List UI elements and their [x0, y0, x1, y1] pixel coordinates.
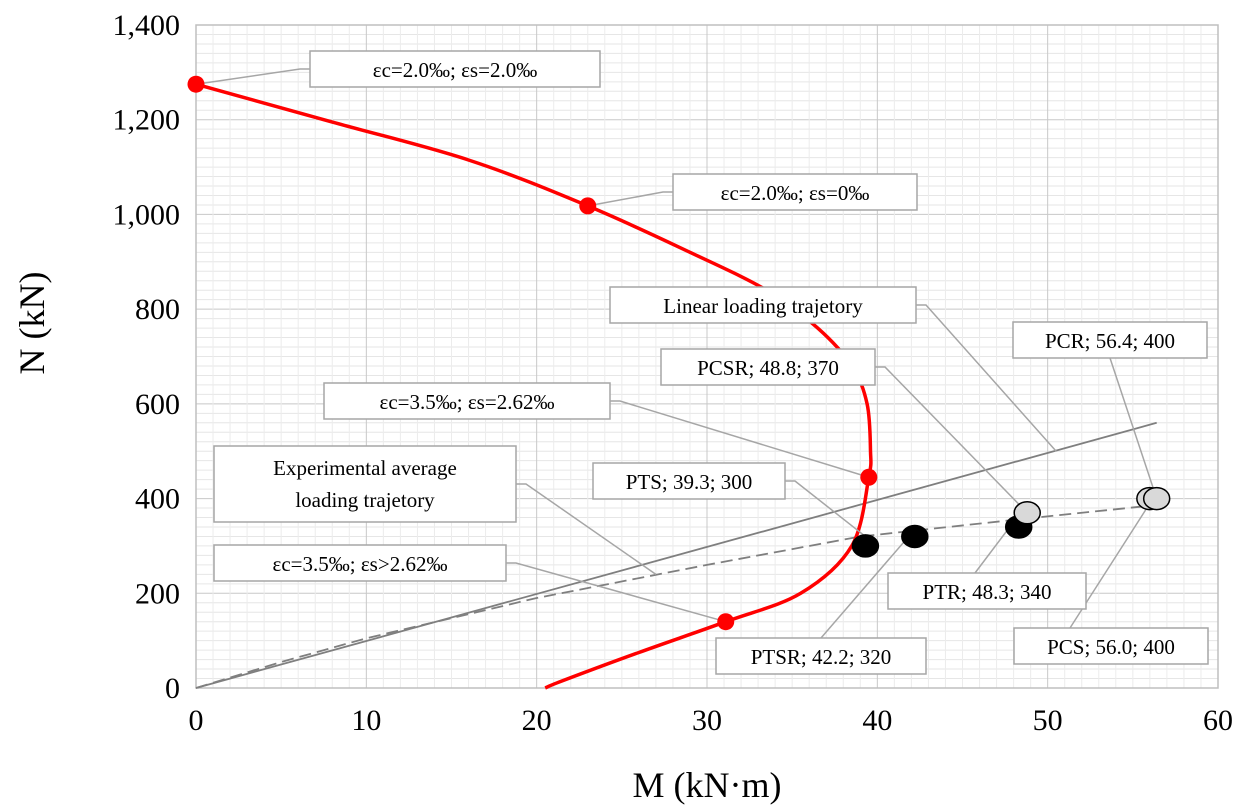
leader-ptsr — [820, 528, 916, 639]
callout-eps3-text: εc=3.5‰; εs=2.62‰ — [380, 390, 555, 414]
x-tick-label: 60 — [1203, 704, 1233, 737]
leader-eps3 — [610, 400, 870, 478]
specimen-marker — [1013, 501, 1041, 525]
markers — [187, 75, 1171, 631]
x-tick-label: 40 — [862, 704, 892, 737]
callout-exp: Experimental average loading trajetory — [213, 445, 517, 523]
y-tick-label: 400 — [135, 483, 180, 516]
callout-eps4-text: εc=3.5‰; εs>2.62‰ — [273, 552, 448, 576]
callout-exp-line2: loading trajetory — [295, 488, 435, 512]
y-tick-label: 1,200 — [113, 104, 181, 137]
x-tick-label: 0 — [189, 704, 204, 737]
callout-linear-text: Linear loading trajetory — [663, 294, 863, 318]
callout-eps1: εc=2.0‰; εs=2.0‰ — [309, 50, 601, 88]
axis-ticks: 0 10 20 30 40 50 6002004006008001,0001,2001,40… — [113, 9, 1234, 737]
leader-pcsr — [875, 366, 1028, 514]
linear-loading-line — [195, 421, 1157, 689]
y-tick-label: 200 — [135, 577, 180, 610]
callout-exp-line1: Experimental average — [273, 456, 457, 480]
plot-area-border — [195, 24, 1219, 689]
strain-point-marker — [860, 468, 878, 486]
callout-pcs: PCS; 56.0; 400 — [1013, 627, 1209, 665]
callout-pts: PTS; 39.3; 300 — [592, 462, 786, 500]
specimen-marker — [1142, 486, 1171, 511]
strain-point-marker — [717, 613, 735, 631]
callout-pcsr-text: PCSR; 48.8; 370 — [697, 356, 839, 380]
callout-pcs-text: PCS; 56.0; 400 — [1047, 635, 1175, 659]
callout-linear: Linear loading trajetory — [609, 286, 917, 324]
callout-ptr-text: PTR; 48.3; 340 — [923, 580, 1052, 604]
callout-ptr: PTR; 48.3; 340 — [887, 572, 1087, 610]
y-tick-label: 800 — [135, 293, 180, 326]
x-tick-label: 20 — [522, 704, 552, 737]
callout-pts-text: PTS; 39.3; 300 — [626, 470, 753, 494]
callout-pcsr: PCSR; 48.8; 370 — [660, 348, 876, 386]
callout-ptsr: PTSR; 42.2; 320 — [715, 637, 927, 675]
x-tick-label: 10 — [351, 704, 381, 737]
x-axis-title: M (kN·m) — [633, 765, 782, 805]
callout-eps2: εc=2.0‰; εs=0‰ — [672, 173, 918, 211]
y-tick-label: 1,000 — [113, 198, 181, 231]
y-tick-label: 1,400 — [113, 9, 181, 42]
specimen-marker — [901, 524, 929, 549]
callout-eps2-text: εc=2.0‰; εs=0‰ — [721, 181, 870, 205]
x-tick-label: 50 — [1033, 704, 1063, 737]
experimental-loading-line — [195, 504, 1150, 689]
leader-exp — [516, 483, 657, 575]
leader-pts — [785, 480, 866, 538]
leader-eps4 — [506, 562, 726, 623]
leader-linear — [916, 304, 1057, 452]
leader-eps2 — [587, 191, 673, 207]
x-tick-label: 30 — [692, 704, 722, 737]
strain-point-marker — [187, 75, 205, 93]
callout-ptsr-text: PTSR; 42.2; 320 — [751, 645, 892, 669]
y-axis-title: N (kN) — [12, 272, 52, 375]
leader-pcr — [1109, 357, 1158, 499]
callout-eps4: εc=3.5‰; εs>2.62‰ — [213, 544, 507, 582]
callout-pcr-text: PCR; 56.4; 400 — [1045, 329, 1175, 353]
y-tick-label: 600 — [135, 388, 180, 421]
callout-eps3: εc=3.5‰; εs=2.62‰ — [323, 382, 611, 420]
specimen-marker — [851, 534, 880, 558]
callout-eps1-text: εc=2.0‰; εs=2.0‰ — [373, 58, 537, 82]
y-tick-label: 0 — [165, 672, 180, 705]
callout-pcr: PCR; 56.4; 400 — [1012, 321, 1208, 359]
leader-eps1 — [195, 68, 310, 85]
strain-point-marker — [579, 197, 597, 215]
